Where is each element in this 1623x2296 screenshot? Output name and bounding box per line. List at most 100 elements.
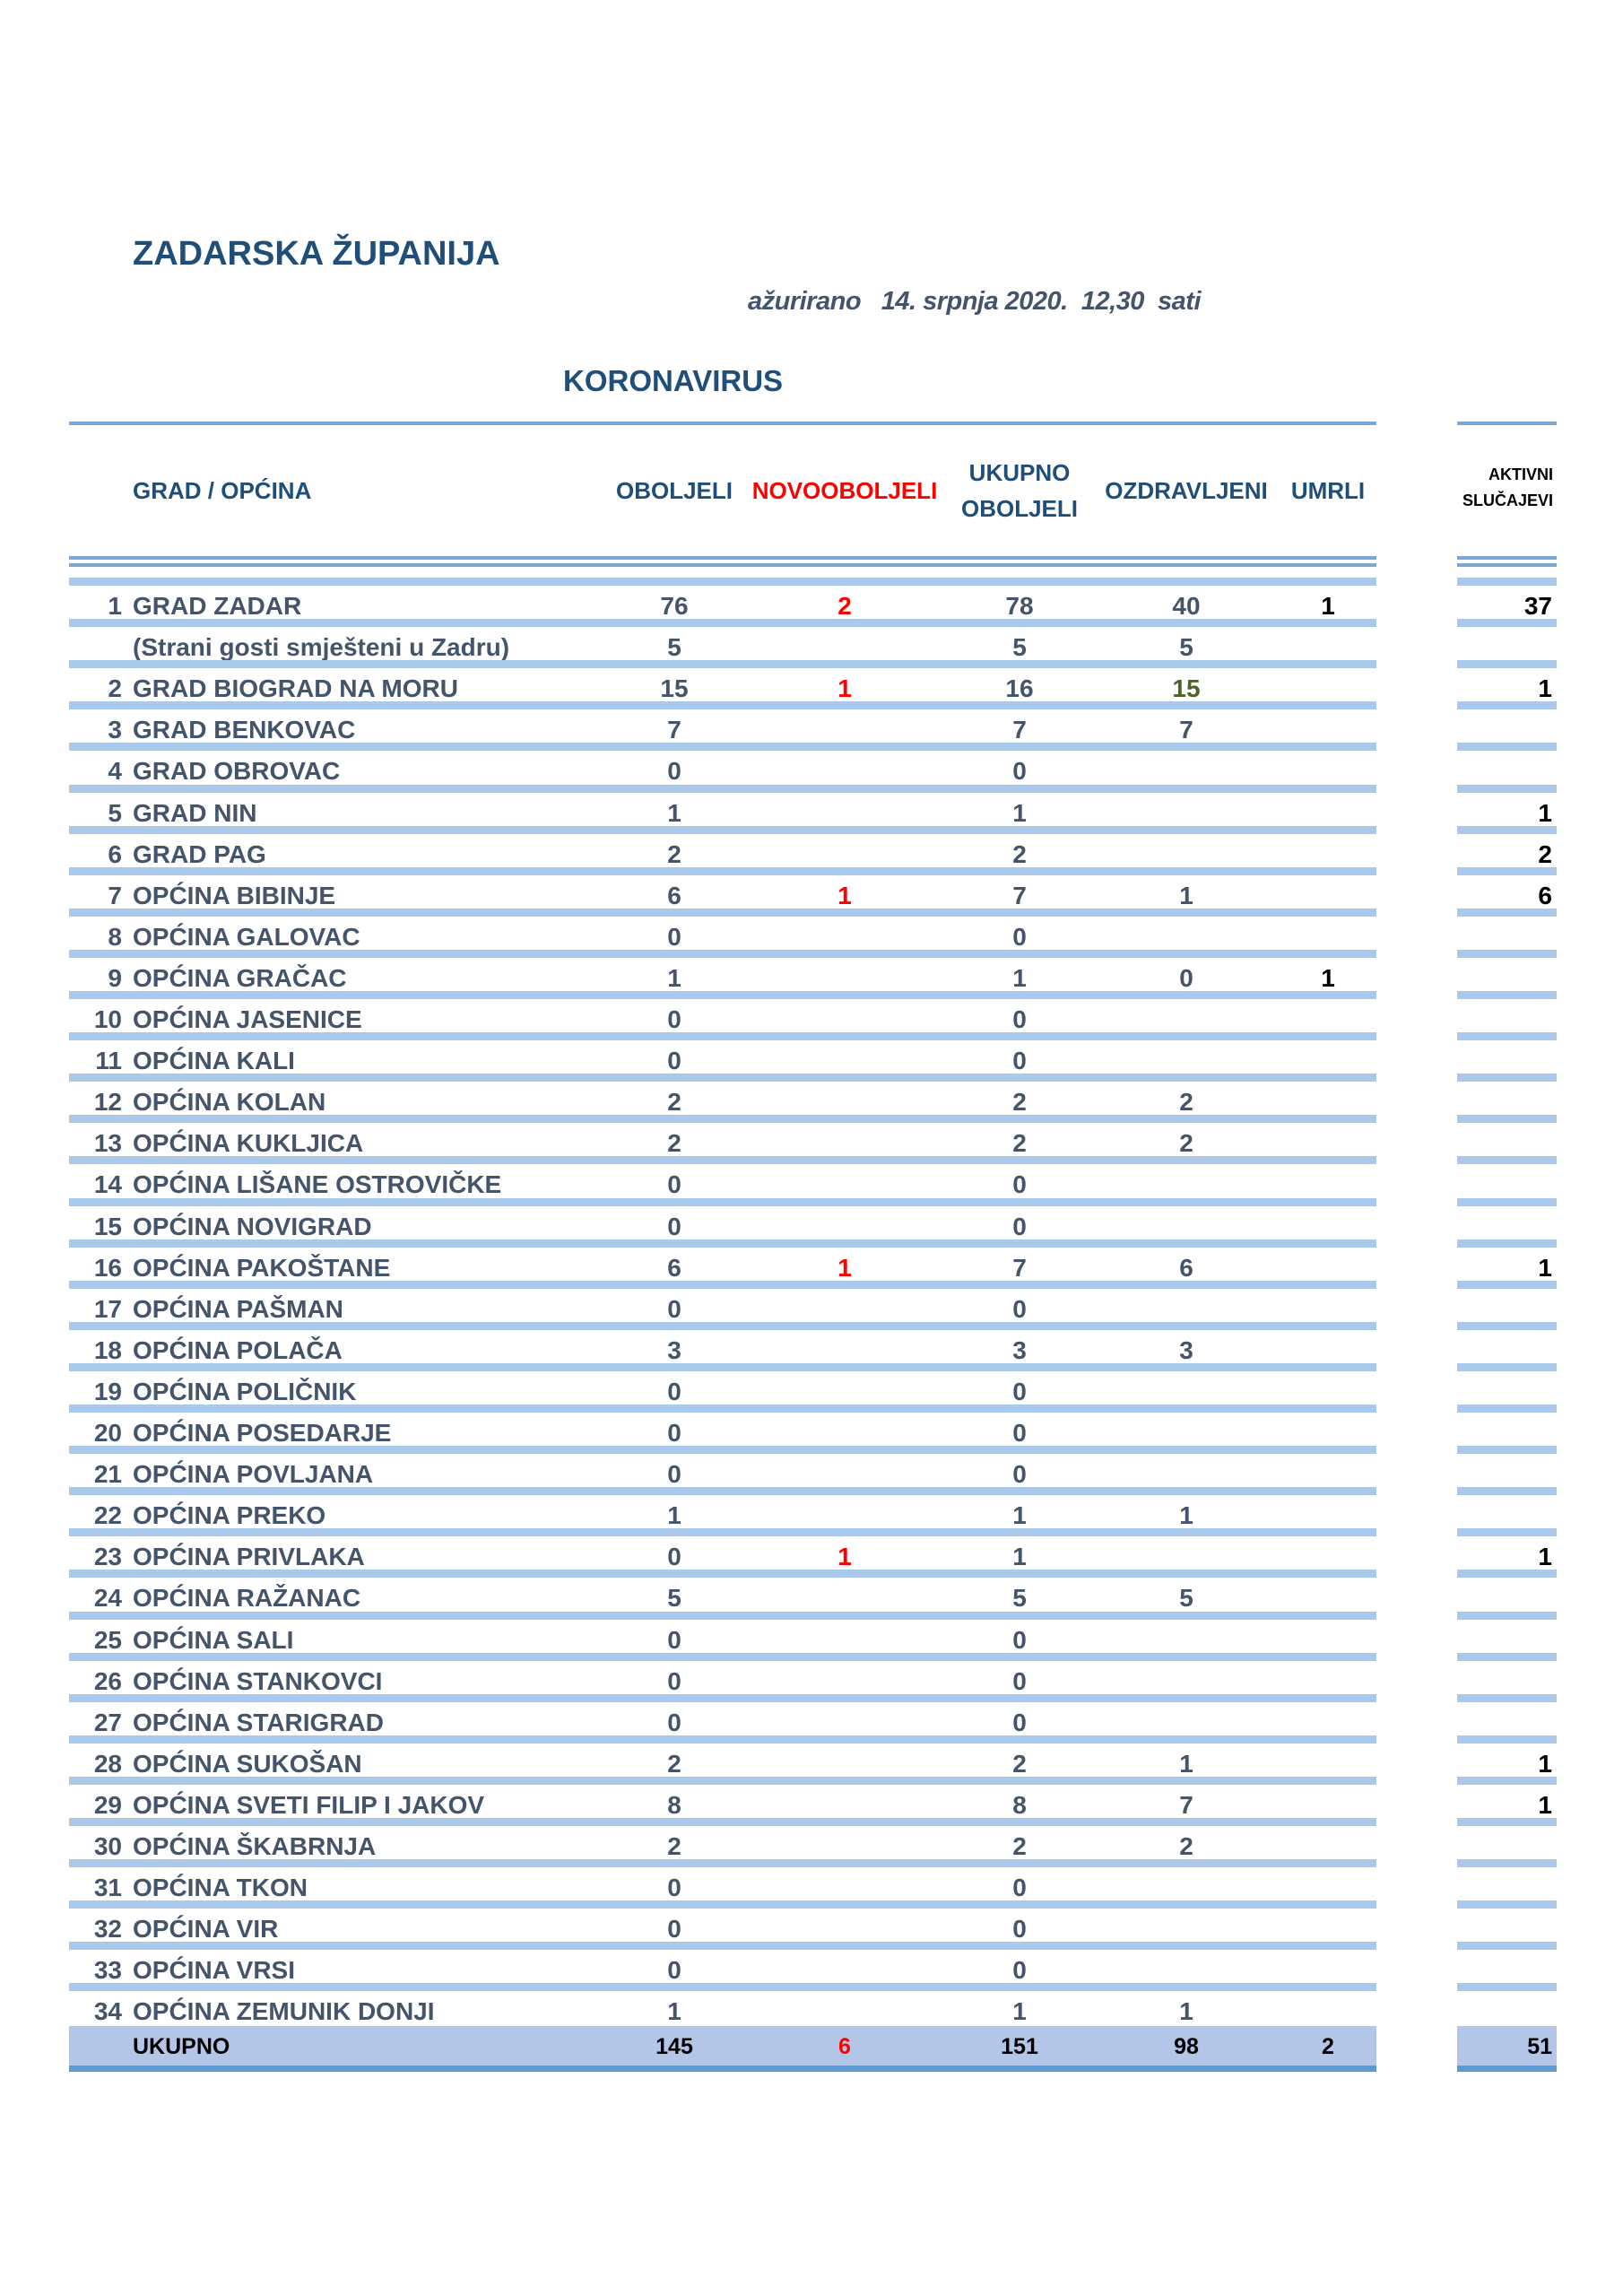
row-oboljeli: 0	[667, 1460, 681, 1489]
row-name: OPĆINA PRIVLAKA	[133, 1543, 365, 1571]
row-separator	[69, 1818, 1376, 1826]
row-aktivni: 1	[1538, 798, 1552, 827]
row-separator	[69, 1735, 1376, 1744]
row-umrli: 1	[1321, 963, 1335, 992]
row-number: 6	[108, 839, 122, 868]
row-separator-aktivni	[1457, 1818, 1557, 1826]
row-separator	[69, 1197, 1376, 1206]
row-number: 24	[93, 1584, 122, 1613]
row-ukupno: 0	[1012, 757, 1027, 786]
row-aktivni: 37	[1523, 592, 1552, 620]
row-number: 8	[108, 922, 122, 951]
header-ozdravljeni: OZDRAVLJENI	[1105, 477, 1268, 504]
row-ozdravljeni: 6	[1179, 1253, 1193, 1282]
row-name: OPĆINA NOVIGRAD	[133, 1212, 372, 1240]
row-separator	[69, 1362, 1376, 1371]
row-oboljeli: 0	[667, 922, 681, 951]
row-ozdravljeni: 2	[1179, 1088, 1193, 1117]
row-separator	[69, 1446, 1376, 1455]
row-separator	[69, 619, 1376, 628]
row-oboljeli: 0	[667, 1294, 681, 1323]
top-rule	[69, 422, 1376, 425]
row-separator-aktivni	[1457, 1156, 1557, 1165]
row-number: 4	[108, 757, 122, 786]
row-oboljeli: 0	[667, 1666, 681, 1695]
row-ukupno: 5	[1012, 633, 1027, 662]
row-name: OPĆINA SUKOŠAN	[133, 1749, 362, 1778]
row-separator	[69, 1156, 1376, 1165]
row-ukupno: 0	[1012, 1915, 1027, 1944]
row-name: OPĆINA POVLJANA	[133, 1460, 374, 1489]
row-separator-aktivni	[1457, 1405, 1557, 1413]
row-name: OPĆINA TKON	[133, 1874, 308, 1902]
row-name: OPĆINA LIŠANE OSTROVIČKE	[133, 1170, 502, 1199]
row-separator-aktivni	[1457, 660, 1557, 669]
row-ozdravljeni: 2	[1179, 1832, 1193, 1860]
row-number: 34	[93, 1997, 122, 2026]
row-novooboljeli: 1	[838, 881, 852, 909]
row-name: OPĆINA BIBINJE	[133, 881, 336, 909]
row-oboljeli: 6	[667, 881, 681, 909]
row-name: OPĆINA ŠKABRNJA	[133, 1832, 377, 1860]
row-oboljeli: 0	[667, 1874, 681, 1902]
row-oboljeli: 76	[660, 592, 689, 620]
row-separator	[69, 1859, 1376, 1868]
row-name: OPĆINA SVETI FILIP I JAKOV	[133, 1790, 485, 1819]
row-separator	[69, 660, 1376, 669]
row-name: OPĆINA ZEMUNIK DONJI	[133, 1997, 435, 2026]
row-separator-aktivni	[1457, 949, 1557, 958]
row-ukupno: 2	[1012, 1088, 1027, 1117]
row-ozdravljeni: 5	[1179, 1584, 1193, 1613]
row-separator-aktivni	[1457, 1570, 1557, 1578]
row-number: 19	[93, 1377, 122, 1405]
row-number: 28	[93, 1749, 122, 1778]
total-bottom-bar-aktivni	[1457, 2066, 1557, 2072]
row-name: OPĆINA KOLAN	[133, 1088, 326, 1117]
row-name: OPĆINA POLIČNIK	[133, 1377, 357, 1405]
row-number: 26	[93, 1666, 122, 1695]
row-ukupno: 0	[1012, 1005, 1027, 1033]
row-oboljeli: 0	[667, 1708, 681, 1736]
row-ukupno: 2	[1012, 1749, 1027, 1778]
row-separator-aktivni	[1457, 1652, 1557, 1661]
row-aktivni: 6	[1538, 881, 1552, 909]
row-name: GRAD PAG	[133, 839, 266, 868]
row-separator-aktivni	[1457, 866, 1557, 875]
row-ozdravljeni: 15	[1172, 674, 1201, 703]
row-separator-aktivni	[1457, 1859, 1557, 1868]
row-name: OPĆINA JASENICE	[133, 1005, 362, 1033]
row-number: 23	[93, 1543, 122, 1571]
total-umrli: 2	[1322, 2034, 1334, 2059]
header-rule-aktivni-1	[1457, 556, 1557, 560]
row-number: 16	[93, 1253, 122, 1282]
total-label: UKUPNO	[133, 2034, 230, 2059]
row-number: 18	[93, 1335, 122, 1364]
row-separator	[69, 701, 1376, 710]
row-ukupno: 1	[1012, 1543, 1027, 1571]
row-name: GRAD OBROVAC	[133, 757, 341, 786]
top-rule-aktivni	[1457, 422, 1557, 425]
row-ukupno: 0	[1012, 1212, 1027, 1240]
row-oboljeli: 0	[667, 1625, 681, 1654]
row-name: OPĆINA POLAČA	[133, 1335, 343, 1364]
row-ozdravljeni: 7	[1179, 716, 1193, 744]
row-separator	[69, 1405, 1376, 1413]
total-row-band	[69, 2026, 1376, 2066]
total-ukupno: 151	[1001, 2034, 1038, 2059]
row-name: OPĆINA STARIGRAD	[133, 1708, 384, 1736]
row-name: OPĆINA POSEDARJE	[133, 1419, 392, 1447]
row-oboljeli: 8	[667, 1790, 681, 1819]
row-number: 3	[108, 716, 122, 744]
row-novooboljeli: 1	[838, 674, 852, 703]
row-separator	[69, 1528, 1376, 1537]
header-rule-aktivni-2	[1457, 563, 1557, 567]
row-ozdravljeni: 1	[1179, 1749, 1193, 1778]
row-aktivni: 1	[1538, 1543, 1552, 1571]
row-name: OPĆINA PAŠMAN	[133, 1294, 343, 1323]
row-name: GRAD NIN	[133, 798, 257, 827]
row-umrli: 1	[1321, 592, 1335, 620]
row-oboljeli: 2	[667, 1749, 681, 1778]
row-separator	[69, 1693, 1376, 1702]
row-ukupno: 0	[1012, 1460, 1027, 1489]
row-ukupno: 3	[1012, 1335, 1027, 1364]
